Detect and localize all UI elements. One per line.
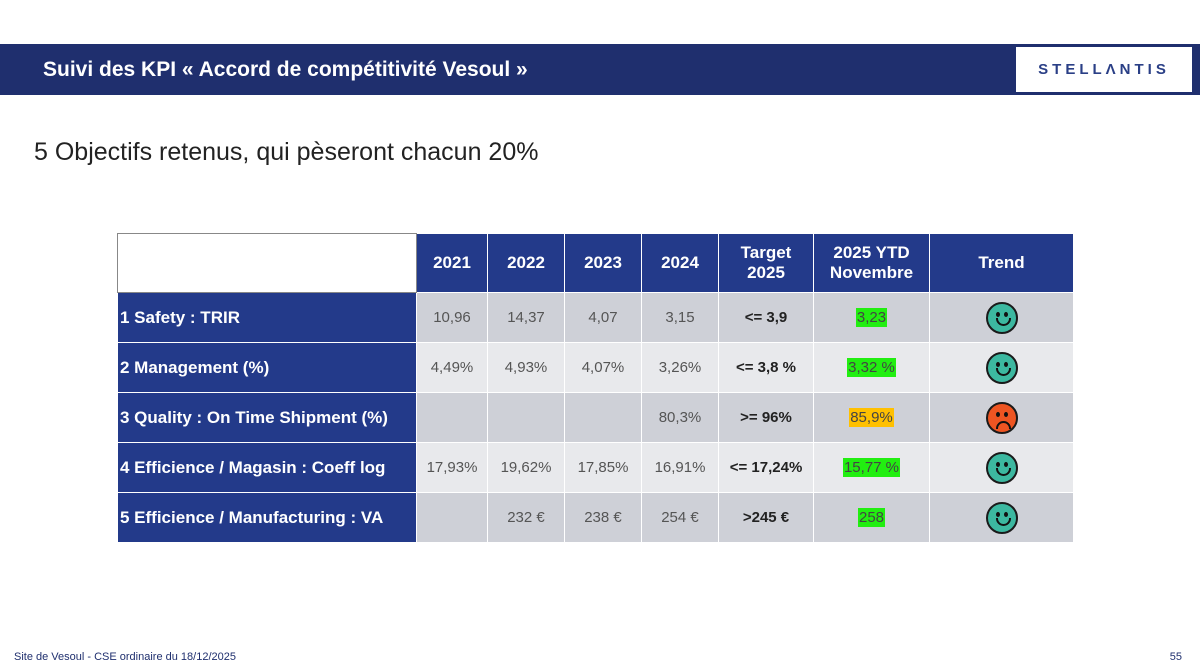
- kpi-value: 254 €: [641, 492, 719, 543]
- kpi-target: >= 96%: [718, 392, 814, 443]
- trend-cell: [929, 442, 1074, 493]
- kpi-label: 4 Efficience / Magasin : Coeff log: [117, 442, 417, 493]
- kpi-label: 5 Efficience / Manufacturing : VA: [117, 492, 417, 543]
- header-trend: Trend: [929, 233, 1074, 293]
- header-line: Novembre: [829, 263, 914, 282]
- kpi-ytd-cell: 258: [813, 492, 930, 543]
- header-2024: 2024: [641, 233, 719, 293]
- kpi-ytd: 85,9%: [849, 408, 894, 427]
- kpi-ytd-cell: 15,77 %: [813, 442, 930, 493]
- trend-cell: [929, 492, 1074, 543]
- kpi-value: 17,85%: [564, 442, 642, 493]
- kpi-value: 232 €: [487, 492, 565, 543]
- table-row: 4 Efficience / Magasin : Coeff log 17,93%…: [117, 442, 1074, 493]
- header-line: 2025 YTD: [833, 243, 910, 262]
- slide-subtitle: 5 Objectifs retenus, qui pèseront chacun…: [34, 138, 539, 166]
- trend-cell: [929, 392, 1074, 443]
- kpi-value: 19,62%: [487, 442, 565, 493]
- header-target-2025: Target 2025: [718, 233, 814, 293]
- kpi-value: 3,15: [641, 292, 719, 343]
- table-row: 1 Safety : TRIR 10,96 14,37 4,07 3,15 <= 3,9 3…: [117, 292, 1074, 343]
- kpi-ytd-cell: 3,32 %: [813, 342, 930, 393]
- kpi-value: 80,3%: [641, 392, 719, 443]
- kpi-value: 10,96: [416, 292, 488, 343]
- footer-text: Site de Vesoul - CSE ordinaire du 18/12/…: [14, 651, 236, 663]
- kpi-value: [487, 392, 565, 443]
- header-2022: 2022: [487, 233, 565, 293]
- smiley-face-icon: [985, 451, 1018, 484]
- title-banner: [0, 44, 1200, 95]
- kpi-value: 3,26%: [641, 342, 719, 393]
- kpi-value: [416, 492, 488, 543]
- trend-cell: [929, 342, 1074, 393]
- kpi-value: 17,93%: [416, 442, 488, 493]
- kpi-value: 4,07%: [564, 342, 642, 393]
- header-2023: 2023: [564, 233, 642, 293]
- smiley-face-icon: [985, 301, 1018, 334]
- kpi-value: [564, 392, 642, 443]
- kpi-target: >245 €: [718, 492, 814, 543]
- smiley-face-icon: [985, 351, 1018, 384]
- kpi-ytd-cell: 85,9%: [813, 392, 930, 443]
- header-line: 2025: [747, 263, 785, 282]
- kpi-ytd: 3,23: [855, 308, 888, 327]
- kpi-target: <= 3,9: [718, 292, 814, 343]
- kpi-ytd-cell: 3,23: [813, 292, 930, 343]
- table-row: 5 Efficience / Manufacturing : VA 232 €23…: [117, 492, 1074, 543]
- kpi-target: <= 17,24%: [718, 442, 814, 493]
- slide-title: Suivi des KPI « Accord de compétitivité …: [43, 58, 528, 81]
- trend-cell: [929, 292, 1074, 343]
- table-row: 2 Management (%) 4,49% 4,93% 4,07% 3,26% <= 3…: [117, 342, 1074, 393]
- kpi-value: 14,37: [487, 292, 565, 343]
- sad-face-icon: [985, 401, 1018, 434]
- kpi-label: 2 Management (%): [117, 342, 417, 393]
- kpi-value: 238 €: [564, 492, 642, 543]
- kpi-label: 3 Quality : On Time Shipment (%): [117, 392, 417, 443]
- kpi-value: [416, 392, 488, 443]
- kpi-label: 1 Safety : TRIR: [117, 292, 417, 343]
- header-blank: [117, 233, 417, 293]
- header-line: Target: [740, 243, 792, 262]
- kpi-value: 16,91%: [641, 442, 719, 493]
- stellantis-logo: STELLΛNTIS: [1016, 47, 1192, 92]
- kpi-value: 4,49%: [416, 342, 488, 393]
- header-ytd: 2025 YTD Novembre: [813, 233, 930, 293]
- kpi-ytd: 258: [857, 508, 886, 527]
- kpi-value: 4,93%: [487, 342, 565, 393]
- page-number: 55: [1169, 651, 1182, 663]
- kpi-ytd: 15,77 %: [842, 458, 901, 477]
- table-row: 3 Quality : On Time Shipment (%) 80,3% >= …: [117, 392, 1074, 443]
- kpi-value: 4,07: [564, 292, 642, 343]
- kpi-target: <= 3,8 %: [718, 342, 814, 393]
- smiley-face-icon: [985, 501, 1018, 534]
- kpi-ytd: 3,32 %: [847, 358, 896, 377]
- kpi-table: 2021 2022 2023 2024 Target 2025 2025 YTD N…: [117, 233, 1074, 543]
- header-2021: 2021: [416, 233, 488, 293]
